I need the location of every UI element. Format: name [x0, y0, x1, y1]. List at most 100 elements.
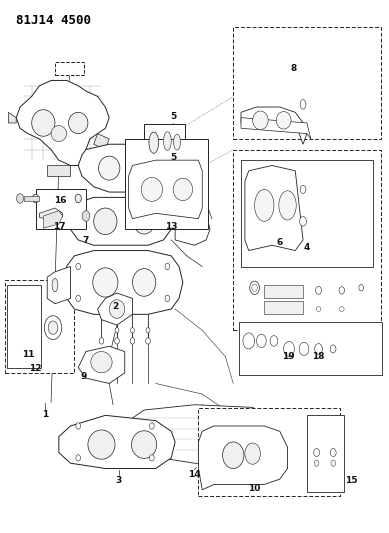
Ellipse shape: [133, 269, 156, 296]
Polygon shape: [78, 144, 159, 192]
Ellipse shape: [131, 157, 150, 179]
Bar: [198, 408, 340, 496]
Polygon shape: [43, 211, 63, 228]
Ellipse shape: [93, 268, 118, 297]
Text: 17: 17: [53, 222, 66, 231]
Bar: [233, 150, 380, 330]
Text: 4: 4: [304, 243, 310, 252]
Ellipse shape: [82, 211, 90, 221]
Bar: [264, 285, 303, 298]
Ellipse shape: [149, 423, 154, 429]
Ellipse shape: [68, 112, 88, 134]
Text: 16: 16: [54, 196, 66, 205]
Text: 3: 3: [116, 476, 122, 484]
Ellipse shape: [165, 295, 170, 302]
Ellipse shape: [300, 216, 307, 226]
Ellipse shape: [133, 208, 155, 234]
Text: 81J14 4500: 81J14 4500: [16, 14, 91, 27]
Ellipse shape: [299, 342, 309, 356]
Ellipse shape: [250, 281, 259, 294]
Ellipse shape: [115, 338, 119, 344]
Ellipse shape: [115, 328, 119, 333]
Polygon shape: [241, 107, 307, 144]
Ellipse shape: [98, 156, 120, 180]
Polygon shape: [245, 165, 303, 251]
Ellipse shape: [32, 194, 39, 203]
Ellipse shape: [76, 455, 81, 461]
Polygon shape: [63, 251, 183, 314]
Ellipse shape: [131, 431, 157, 458]
Ellipse shape: [315, 344, 322, 354]
Ellipse shape: [315, 286, 321, 294]
Text: 2: 2: [112, 302, 118, 311]
Text: 7: 7: [83, 237, 89, 246]
Polygon shape: [35, 194, 78, 203]
Polygon shape: [59, 415, 175, 469]
Polygon shape: [47, 165, 70, 176]
Ellipse shape: [300, 185, 306, 193]
Text: 1: 1: [42, 410, 48, 419]
Ellipse shape: [163, 132, 171, 150]
Polygon shape: [16, 80, 109, 165]
Ellipse shape: [284, 342, 294, 357]
Polygon shape: [198, 426, 287, 490]
Polygon shape: [47, 266, 70, 304]
Polygon shape: [94, 134, 109, 150]
Ellipse shape: [254, 189, 274, 221]
Ellipse shape: [75, 194, 81, 203]
Text: 10: 10: [249, 484, 261, 493]
Ellipse shape: [316, 306, 321, 311]
Text: 8: 8: [290, 64, 296, 72]
Ellipse shape: [149, 455, 154, 461]
Ellipse shape: [165, 263, 170, 270]
Text: 14: 14: [188, 471, 201, 479]
Ellipse shape: [76, 423, 81, 429]
Ellipse shape: [94, 208, 117, 235]
Polygon shape: [129, 160, 202, 219]
Ellipse shape: [279, 191, 296, 220]
Ellipse shape: [340, 306, 344, 311]
Ellipse shape: [330, 449, 336, 457]
Ellipse shape: [76, 263, 81, 270]
Ellipse shape: [276, 111, 291, 129]
Ellipse shape: [91, 352, 112, 373]
Ellipse shape: [339, 287, 345, 294]
Ellipse shape: [145, 338, 150, 344]
Ellipse shape: [245, 443, 260, 464]
Ellipse shape: [17, 193, 24, 203]
Ellipse shape: [52, 278, 58, 292]
Ellipse shape: [131, 328, 135, 333]
Ellipse shape: [44, 316, 62, 340]
Polygon shape: [241, 118, 311, 139]
Polygon shape: [78, 346, 125, 383]
Ellipse shape: [51, 126, 67, 142]
Ellipse shape: [109, 300, 125, 318]
Ellipse shape: [48, 321, 58, 334]
Bar: [125, 139, 208, 229]
Polygon shape: [70, 197, 171, 245]
Ellipse shape: [76, 295, 81, 302]
Polygon shape: [98, 293, 133, 325]
Ellipse shape: [173, 178, 193, 200]
Ellipse shape: [99, 338, 104, 344]
Ellipse shape: [88, 430, 115, 459]
Ellipse shape: [173, 134, 180, 150]
Ellipse shape: [223, 442, 244, 469]
Text: 11: 11: [22, 350, 35, 359]
Ellipse shape: [314, 449, 319, 457]
Ellipse shape: [243, 333, 254, 349]
Polygon shape: [39, 208, 63, 220]
Text: 13: 13: [165, 222, 177, 231]
Ellipse shape: [270, 336, 278, 346]
Ellipse shape: [149, 132, 159, 154]
Text: 9: 9: [81, 372, 87, 381]
Bar: [307, 415, 344, 492]
Ellipse shape: [331, 460, 336, 466]
Bar: [35, 189, 86, 229]
Bar: [144, 124, 185, 160]
Polygon shape: [9, 112, 16, 123]
Polygon shape: [133, 405, 264, 466]
Bar: [264, 301, 303, 314]
Bar: [233, 27, 380, 139]
Ellipse shape: [167, 211, 175, 221]
